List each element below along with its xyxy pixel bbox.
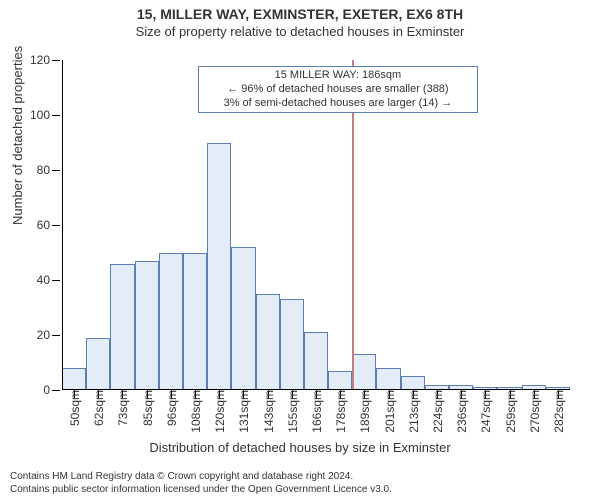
histogram-bar [86, 338, 110, 390]
x-tick-label: 120sqm [211, 390, 227, 433]
annotation-line: ← 96% of detached houses are smaller (38… [203, 83, 473, 97]
x-tick-label: 155sqm [284, 390, 300, 433]
histogram-bar [328, 371, 352, 390]
x-tick-label: 247sqm [477, 390, 493, 433]
histogram-bar [159, 253, 183, 391]
x-tick-label: 236sqm [453, 390, 469, 433]
x-tick-label: 96sqm [163, 390, 179, 426]
histogram-bar [304, 332, 328, 390]
y-axis-label: Number of detached properties [10, 46, 25, 225]
y-axis-line [62, 60, 63, 390]
x-tick-label: 189sqm [356, 390, 372, 433]
x-tick-label: 282sqm [550, 390, 566, 433]
x-tick-label: 178sqm [332, 390, 348, 433]
histogram-bar [352, 354, 376, 390]
histogram-bar [256, 294, 280, 390]
histogram-bar [183, 253, 207, 391]
y-tick-label: 80 [37, 163, 62, 177]
x-tick-label: 85sqm [139, 390, 155, 426]
x-tick-label: 259sqm [502, 390, 518, 433]
annotation-line: 15 MILLER WAY: 186sqm [203, 69, 473, 83]
histogram-bar [207, 143, 231, 391]
y-tick-label: 120 [30, 53, 62, 67]
x-tick-label: 166sqm [308, 390, 324, 433]
x-tick-label: 143sqm [260, 390, 276, 433]
footer-line: Contains public sector information licen… [10, 484, 392, 497]
histogram-bar [135, 261, 159, 390]
y-tick-label: 40 [37, 273, 62, 287]
histogram-bar [110, 264, 134, 391]
chart-subtitle: Size of property relative to detached ho… [0, 22, 600, 39]
annotation-box: 15 MILLER WAY: 186sqm← 96% of detached h… [198, 66, 478, 113]
x-tick-label: 270sqm [526, 390, 542, 433]
y-tick-label: 60 [37, 218, 62, 232]
histogram-bar [231, 247, 255, 390]
histogram-bar [376, 368, 400, 390]
y-tick-label: 20 [37, 328, 62, 342]
footer-attribution: Contains HM Land Registry data © Crown c… [10, 471, 392, 496]
x-tick-label: 201sqm [381, 390, 397, 433]
footer-line: Contains HM Land Registry data © Crown c… [10, 471, 392, 484]
x-tick-label: 213sqm [405, 390, 421, 433]
x-axis-line [62, 389, 570, 390]
annotation-line: 3% of semi-detached houses are larger (1… [203, 97, 473, 111]
chart-title: 15, MILLER WAY, EXMINSTER, EXETER, EX6 8… [0, 0, 600, 22]
x-tick-label: 131sqm [235, 390, 251, 433]
histogram-bar [401, 376, 425, 390]
x-tick-label: 50sqm [66, 390, 82, 426]
x-axis-label: Distribution of detached houses by size … [0, 440, 600, 455]
x-tick-label: 224sqm [429, 390, 445, 433]
x-tick-label: 73sqm [114, 390, 130, 426]
x-tick-label: 62sqm [90, 390, 106, 426]
chart-page: 15, MILLER WAY, EXMINSTER, EXETER, EX6 8… [0, 0, 600, 500]
y-tick-label: 100 [30, 108, 62, 122]
histogram-bar [280, 299, 304, 390]
x-tick-label: 108sqm [187, 390, 203, 433]
plot-area: 02040608010012050sqm62sqm73sqm85sqm96sqm… [62, 60, 570, 390]
histogram-bar [62, 368, 86, 390]
y-tick-label: 0 [43, 383, 62, 397]
